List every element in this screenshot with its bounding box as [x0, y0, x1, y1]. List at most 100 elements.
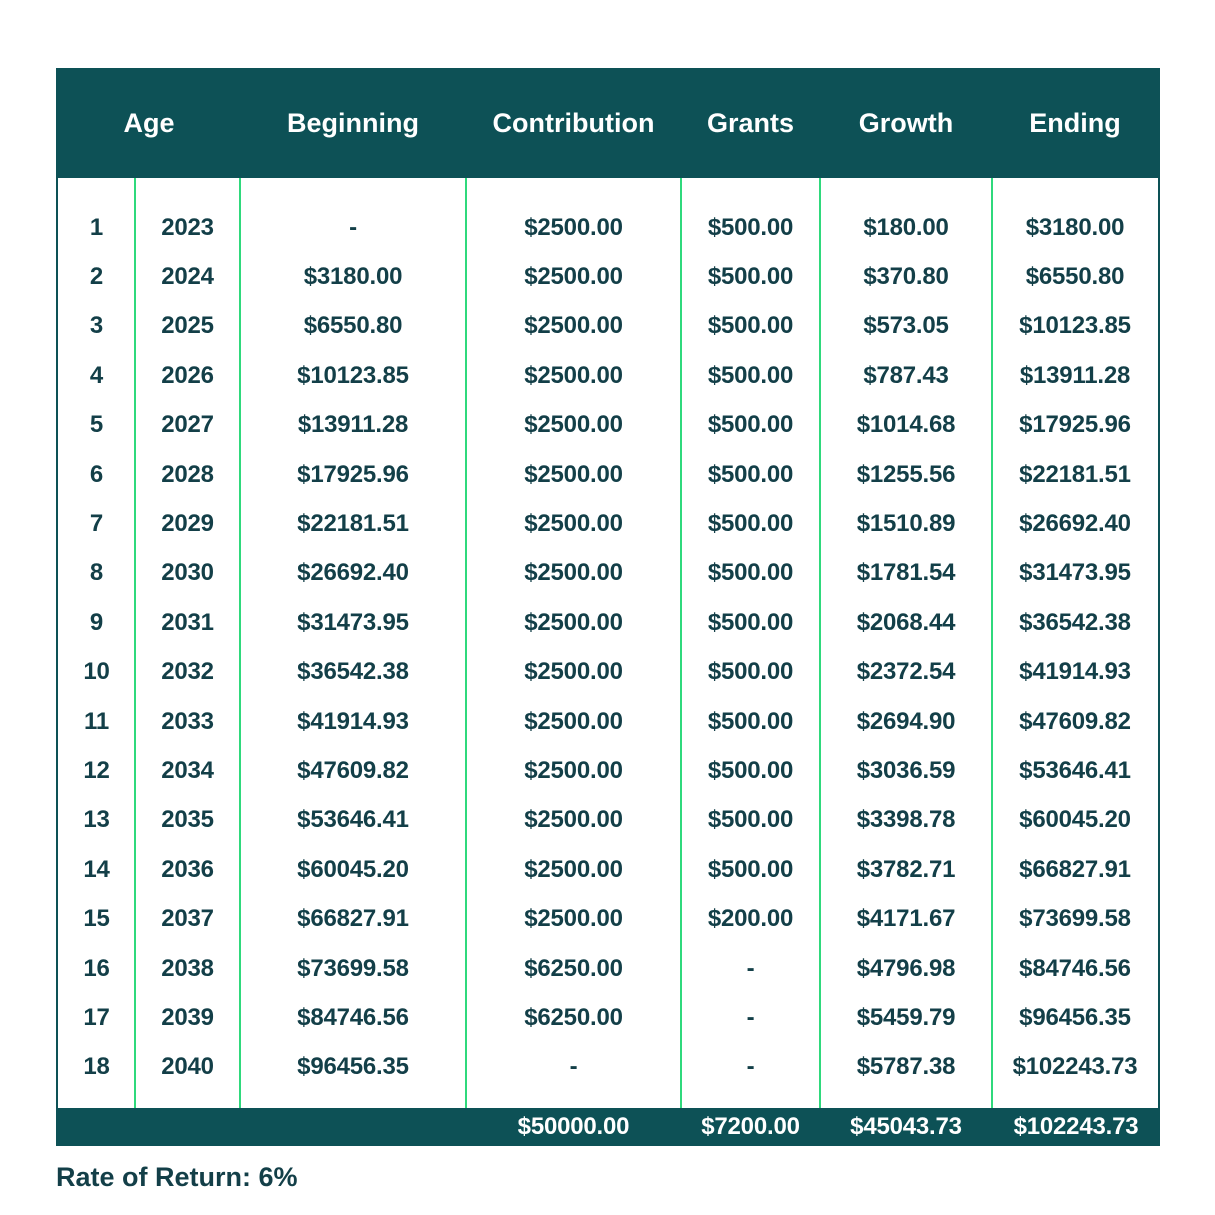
totals-cell-contribution: $50000.00 [517, 1113, 630, 1140]
cell-grants: $500.00 [707, 756, 794, 784]
cell-year: 2036 [161, 855, 214, 883]
cell-grants: - [746, 1003, 755, 1031]
cell-age: 2 [89, 263, 104, 291]
cell-age: 1 [89, 213, 104, 241]
cell-grants: - [746, 954, 755, 982]
table-row: 6 2028 $17925.96 $2500.00 $500.00 $1255.… [58, 450, 1158, 499]
cell-grants: $500.00 [707, 559, 794, 587]
cell-age: 16 [83, 954, 110, 982]
cell-growth: $370.80 [863, 263, 949, 291]
table-row: 3 2025 $6550.80 $2500.00 $500.00 $573.05… [58, 302, 1158, 351]
cell-year: 2024 [161, 263, 214, 291]
cell-beginning: $66827.91 [297, 905, 409, 933]
cell-ending: $3180.00 [1025, 213, 1125, 241]
cell-grants: $500.00 [707, 855, 794, 883]
cell-beginning: $22181.51 [297, 510, 409, 538]
cell-year: 2033 [161, 707, 214, 735]
cell-contribution: $2500.00 [524, 460, 623, 488]
cell-growth: $1255.56 [856, 460, 956, 488]
cell-year: 2030 [161, 559, 214, 587]
cell-age: 3 [89, 312, 104, 340]
cell-year: 2031 [161, 608, 214, 636]
cell-age: 4 [89, 361, 104, 389]
cell-beginning: $36542.38 [297, 658, 409, 686]
cell-growth: $1014.68 [856, 411, 956, 439]
cell-growth: $5459.79 [856, 1003, 956, 1031]
cell-beginning: $31473.95 [297, 608, 409, 636]
totals-cell-ending: $102243.73 [1013, 1113, 1139, 1140]
cell-year: 2040 [161, 1053, 214, 1081]
cell-beginning: $26692.40 [297, 559, 409, 587]
cell-grants: $500.00 [707, 707, 794, 735]
cell-contribution: $2500.00 [524, 213, 623, 241]
cell-ending: $66827.91 [1019, 855, 1131, 883]
table-header-row: Age Beginning Contribution Grants Growth… [56, 68, 1160, 178]
cell-growth: $1781.54 [856, 559, 956, 587]
cell-year: 2023 [161, 213, 214, 241]
cell-contribution: - [569, 1053, 578, 1081]
cell-beginning: $41914.93 [297, 707, 409, 735]
cell-grants: $500.00 [707, 510, 794, 538]
cell-beginning: $84746.56 [297, 1003, 409, 1031]
cell-beginning: $96456.35 [297, 1053, 409, 1081]
cell-growth: $3036.59 [856, 756, 956, 784]
cell-year: 2039 [161, 1003, 214, 1031]
cell-contribution: $2500.00 [524, 905, 623, 933]
column-header-contribution: Contribution [492, 107, 655, 138]
cell-grants: $200.00 [707, 905, 794, 933]
cell-growth: $1510.89 [856, 510, 956, 538]
cell-growth: $180.00 [863, 213, 949, 241]
cell-beginning: $10123.85 [297, 361, 409, 389]
column-header-beginning: Beginning [287, 107, 419, 138]
table-row: 13 2035 $53646.41 $2500.00 $500.00 $3398… [58, 796, 1158, 845]
column-header-age: Age [123, 107, 175, 138]
cell-ending: $60045.20 [1019, 806, 1131, 834]
cell-growth: $2372.54 [856, 658, 956, 686]
cell-grants: $500.00 [707, 213, 794, 241]
cell-ending: $102243.73 [1012, 1053, 1138, 1081]
column-divider-line [134, 178, 136, 1108]
cell-beginning: $60045.20 [297, 855, 409, 883]
cell-growth: $5787.38 [856, 1053, 956, 1081]
column-divider-line [680, 178, 682, 1108]
cell-grants: $500.00 [707, 608, 794, 636]
cell-ending: $31473.95 [1019, 559, 1131, 587]
cell-ending: $26692.40 [1019, 510, 1131, 538]
cell-age: 17 [83, 1003, 110, 1031]
cell-grants: $500.00 [707, 460, 794, 488]
cell-contribution: $2500.00 [524, 806, 623, 834]
cell-ending: $10123.85 [1019, 312, 1131, 340]
savings-growth-table: Age Beginning Contribution Grants Growth… [56, 68, 1160, 1146]
table-row: 4 2026 $10123.85 $2500.00 $500.00 $787.4… [58, 351, 1158, 400]
cell-ending: $73699.58 [1019, 905, 1131, 933]
table-row: 17 2039 $84746.56 $6250.00 - $5459.79 $9… [58, 993, 1158, 1042]
cell-growth: $4171.67 [856, 905, 956, 933]
cell-growth: $4796.98 [856, 954, 956, 982]
table-row: 18 2040 $96456.35 - - $5787.38 $102243.7… [58, 1043, 1158, 1092]
table-row: 7 2029 $22181.51 $2500.00 $500.00 $1510.… [58, 499, 1158, 548]
column-divider-line [465, 178, 467, 1108]
cell-age: 7 [89, 510, 104, 538]
cell-ending: $47609.82 [1019, 707, 1131, 735]
cell-contribution: $2500.00 [524, 707, 623, 735]
table-row: 12 2034 $47609.82 $2500.00 $500.00 $3036… [58, 746, 1158, 795]
cell-age: 18 [83, 1053, 110, 1081]
cell-year: 2034 [161, 756, 214, 784]
cell-beginning: - [349, 213, 357, 241]
cell-growth: $3782.71 [856, 855, 956, 883]
cell-grants: $500.00 [707, 263, 794, 291]
cell-contribution: $6250.00 [524, 954, 623, 982]
table-row: 9 2031 $31473.95 $2500.00 $500.00 $2068.… [58, 598, 1158, 647]
cell-beginning: $53646.41 [297, 806, 409, 834]
cell-beginning: $6550.80 [303, 312, 403, 340]
totals-cell-growth: $45043.73 [850, 1113, 962, 1140]
cell-year: 2026 [161, 361, 214, 389]
cell-year: 2027 [161, 411, 214, 439]
cell-contribution: $2500.00 [524, 411, 623, 439]
cell-age: 11 [84, 707, 109, 735]
cell-year: 2037 [161, 905, 214, 933]
cell-age: 8 [89, 559, 104, 587]
cell-contribution: $2500.00 [524, 756, 623, 784]
column-divider-line [239, 178, 241, 1108]
cell-age: 9 [89, 608, 104, 636]
